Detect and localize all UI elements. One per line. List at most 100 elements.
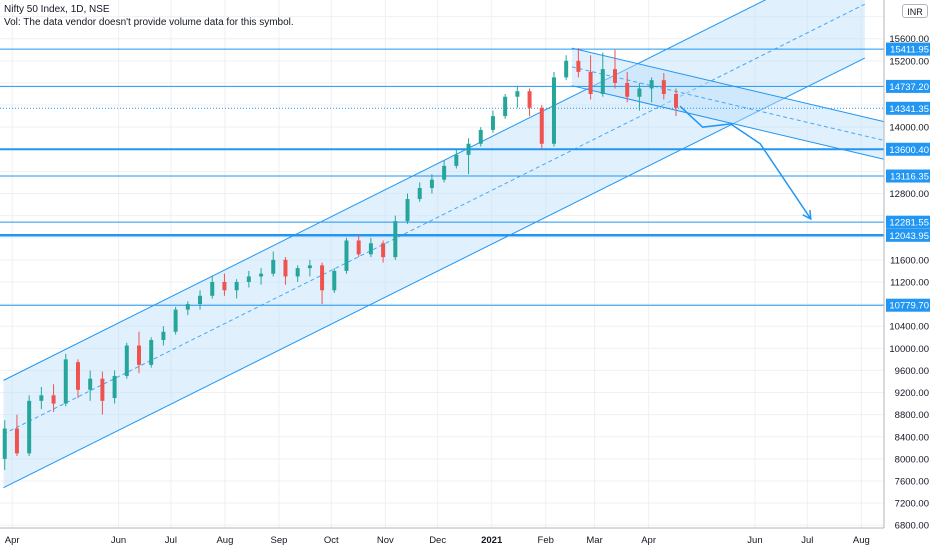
price-level-label: 10779.70 (889, 301, 929, 312)
trend-channel-fill (3, 0, 865, 488)
candle-up (259, 273, 264, 277)
x-tick-label: Sep (271, 535, 288, 546)
candle-up (551, 77, 556, 144)
price-level-label: 12043.95 (889, 231, 929, 242)
x-tick-label: Apr (641, 535, 656, 546)
candle-up (27, 400, 32, 454)
price-level-label-bg (886, 142, 930, 156)
y-tick-label: 9200.00 (895, 388, 929, 399)
y-tick-label: 7600.00 (895, 477, 929, 488)
candle-down (356, 240, 361, 255)
candle-up (417, 187, 422, 200)
price-level-label-bg (886, 79, 930, 93)
candle-up (564, 60, 569, 78)
candle-down (661, 80, 666, 94)
candle-up (63, 359, 68, 404)
candle-up (39, 395, 44, 401)
candle-up (210, 281, 215, 296)
candle-up (173, 309, 178, 332)
candle-up (393, 221, 398, 258)
price-level-label-bg (886, 42, 930, 56)
y-tick-label: 11600.00 (890, 255, 929, 266)
projection-path (679, 105, 812, 220)
x-tick-label: Jun (111, 535, 126, 546)
candle-down (320, 265, 325, 291)
price-level-label: 15411.95 (890, 45, 929, 56)
candle-up (600, 69, 605, 94)
projection-arrow-head (802, 209, 812, 221)
candle-up (112, 375, 117, 399)
candle-down (51, 395, 56, 404)
price-level-label: 13600.40 (889, 145, 929, 156)
y-tick-label: 8000.00 (895, 454, 929, 465)
price-level-label-bg (886, 101, 930, 115)
y-tick-label: 10000.00 (889, 344, 929, 355)
candle-down (100, 378, 105, 401)
x-tick-label: Apr (5, 535, 20, 546)
candle-down (222, 281, 227, 291)
candle-up (271, 259, 276, 274)
candle-up (405, 199, 410, 222)
y-tick-label: 15200.00 (889, 56, 929, 67)
candle-down (613, 69, 617, 83)
candle-down (137, 345, 141, 365)
y-tick-label: 7200.00 (895, 499, 929, 510)
trend-channel-midline (3, 3, 866, 435)
candle-up (185, 304, 190, 310)
y-tick-label: 8800.00 (895, 410, 929, 421)
candle-up (429, 179, 434, 188)
trend-channel-upper-line (3, 0, 767, 381)
y-tick-label: 9600.00 (895, 366, 929, 377)
price-level-label-bg (886, 169, 930, 183)
candle-up (442, 165, 447, 180)
candle-down (539, 107, 544, 144)
y-tick-label: 11200.00 (890, 277, 929, 288)
candle-down (576, 60, 581, 72)
x-tick-label: Dec (429, 535, 446, 546)
candle-up (234, 281, 239, 291)
price-level-label-bg (886, 215, 930, 229)
trend-channel-midline (571, 66, 885, 141)
x-tick-label: Jul (165, 535, 177, 546)
y-tick-label: 10400.00 (889, 322, 929, 333)
candle-up (149, 340, 154, 365)
candle-up (466, 143, 471, 155)
candle-up (478, 129, 483, 144)
candle-down (14, 428, 19, 454)
candle-up (307, 265, 312, 269)
y-tick-label: 14000.00 (889, 123, 929, 134)
y-tick-label: 8400.00 (895, 432, 929, 443)
candle-up (649, 80, 654, 89)
candle-up (454, 154, 459, 166)
candle-up (503, 96, 508, 117)
candle-down (674, 93, 679, 108)
candle-up (637, 88, 642, 97)
candle-up (515, 91, 520, 97)
x-tick-label: Jun (747, 535, 762, 546)
x-tick-label: Aug (216, 535, 233, 546)
trend-channel-lower-line (3, 57, 866, 489)
currency-label[interactable]: INR (902, 4, 928, 18)
price-level-label: 13116.35 (890, 172, 929, 183)
y-tick-label: 12800.00 (889, 189, 929, 200)
y-tick-label: 6800.00 (895, 521, 929, 532)
candle-up (2, 428, 7, 459)
price-level-label: 14737.20 (889, 82, 929, 93)
trend-channel-fill (571, 48, 884, 160)
candle-down (381, 243, 386, 258)
x-tick-label: 2021 (481, 535, 503, 546)
candle-up (295, 268, 300, 277)
candle-down (588, 71, 593, 94)
candle-down (75, 362, 80, 390)
x-tick-label: Jul (801, 535, 813, 546)
candle-up (161, 331, 166, 341)
x-tick-label: Feb (538, 535, 554, 546)
x-tick-label: Aug (853, 535, 870, 546)
price-level-label: 14341.35 (889, 104, 929, 115)
y-tick-label: 15600.00 (889, 34, 929, 45)
chart-title: Nifty 50 Index, 1D, NSE (4, 4, 110, 15)
x-tick-label: Nov (377, 535, 394, 546)
candle-down (283, 259, 288, 277)
